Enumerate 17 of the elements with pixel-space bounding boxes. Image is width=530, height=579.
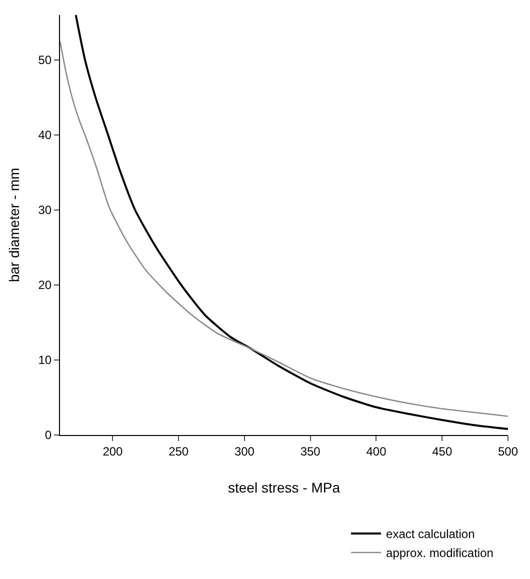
- legend-label: approx. modification: [386, 546, 494, 560]
- x-axis-title: steel stress - MPa: [228, 480, 340, 496]
- x-tick-label: 450: [432, 444, 452, 458]
- legend-label: exact calculation: [386, 527, 475, 542]
- x-tick-label: 350: [300, 444, 321, 458]
- x-tick-label: 500: [498, 444, 518, 458]
- y-tick-label: 30: [38, 203, 52, 218]
- y-tick-label: 40: [38, 128, 52, 142]
- x-tick-label: 250: [168, 444, 189, 458]
- y-axis-title: bar diameter - mm: [6, 168, 22, 282]
- y-tick-label: 10: [38, 353, 52, 368]
- x-tick-label: 300: [234, 444, 255, 458]
- y-tick-label: 50: [38, 53, 52, 68]
- y-tick-label: 0: [44, 428, 52, 442]
- y-tick-label: 20: [38, 278, 52, 292]
- x-tick-label: 400: [366, 444, 387, 458]
- x-tick-label: 200: [102, 444, 124, 458]
